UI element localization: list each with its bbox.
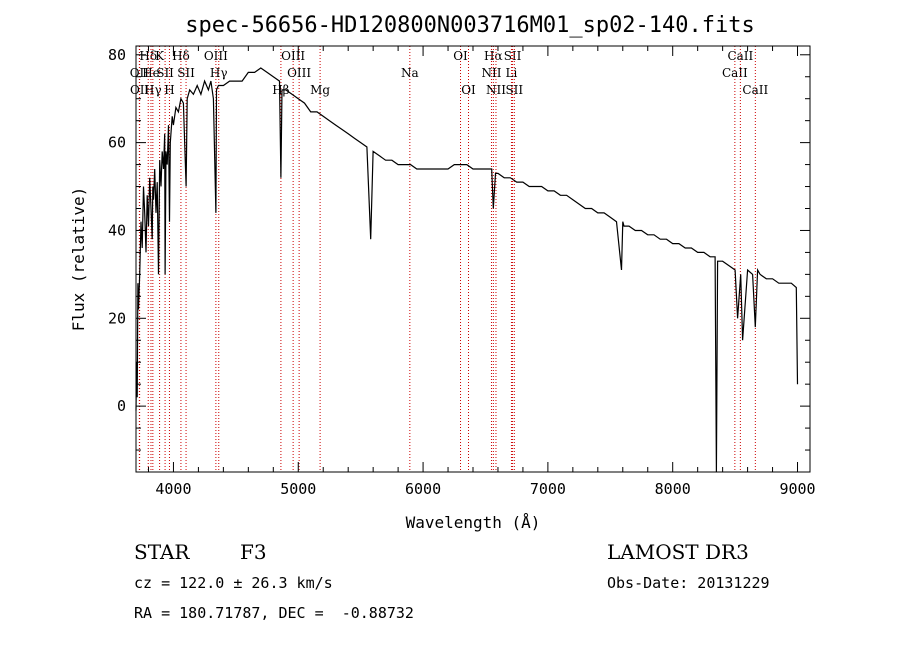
line-label: SII: [505, 83, 523, 97]
line-label: Hγ: [210, 66, 228, 80]
line-label: SII: [177, 66, 195, 80]
survey-name: LAMOST DR3: [607, 540, 749, 564]
y-tick-label: 20: [108, 309, 126, 327]
x-tick-label: 6000: [405, 480, 441, 498]
x-tick-label: 4000: [155, 480, 191, 498]
line-label: CaII: [722, 66, 748, 80]
redshift-text: cz = 122.0 ± 26.3 km/s: [134, 574, 333, 592]
line-label: OIII: [204, 49, 228, 63]
y-axis-label: Flux (relative): [69, 187, 88, 332]
line-label: Hβ: [272, 83, 289, 97]
x-axis-label: Wavelength (Å): [406, 513, 541, 532]
flux-line: [135, 67, 799, 473]
line-label: CaII: [727, 49, 753, 63]
spectral-line-markers: HδOIIOIIHeHγKSIIHHδSIIOIIIHγHβOIIIOIIIMg…: [130, 46, 768, 472]
flux-series: [135, 67, 799, 473]
coordinates-text: RA = 180.71787, DEC = -0.88732: [134, 604, 414, 622]
line-label: OI: [461, 83, 476, 97]
line-label: OII: [130, 83, 150, 97]
line-label: K: [155, 49, 165, 63]
line-label: Li: [506, 66, 518, 80]
line-label: Hγ: [144, 83, 162, 97]
line-label: SII: [156, 66, 174, 80]
chart-title: spec-56656-HD120800N003716M01_sp02-140.f…: [185, 13, 755, 38]
y-tick-label: 0: [117, 397, 126, 415]
x-tick-label: 9000: [779, 480, 815, 498]
x-tick-label: 8000: [655, 480, 691, 498]
line-label: OIII: [281, 49, 305, 63]
object-class: STAR: [134, 540, 190, 564]
observation-date: Obs-Date: 20131229: [607, 574, 770, 592]
line-label: CaII: [742, 83, 768, 97]
line-label: NII: [481, 66, 501, 80]
line-label: H: [164, 83, 174, 97]
line-label: SII: [504, 49, 522, 63]
y-tick-label: 80: [108, 46, 126, 64]
line-label: OIII: [287, 66, 311, 80]
line-label: Mg: [310, 83, 330, 97]
line-label: He: [142, 66, 160, 80]
line-label: OI: [453, 49, 468, 63]
line-label: Hα: [484, 49, 503, 63]
x-tick-label: 7000: [530, 480, 566, 498]
line-label: Na: [401, 66, 419, 80]
y-tick-label: 40: [108, 221, 126, 239]
object-subclass: F3: [240, 540, 267, 564]
line-label: NII: [486, 83, 506, 97]
y-tick-label: 60: [108, 134, 126, 152]
plot-frame: [135, 45, 811, 473]
axis-ticks: 4000 5000 6000 7000 8000 9000 0 20 40 60 80: [108, 46, 816, 498]
x-tick-label: 5000: [280, 480, 316, 498]
line-label: Hδ: [172, 49, 190, 63]
